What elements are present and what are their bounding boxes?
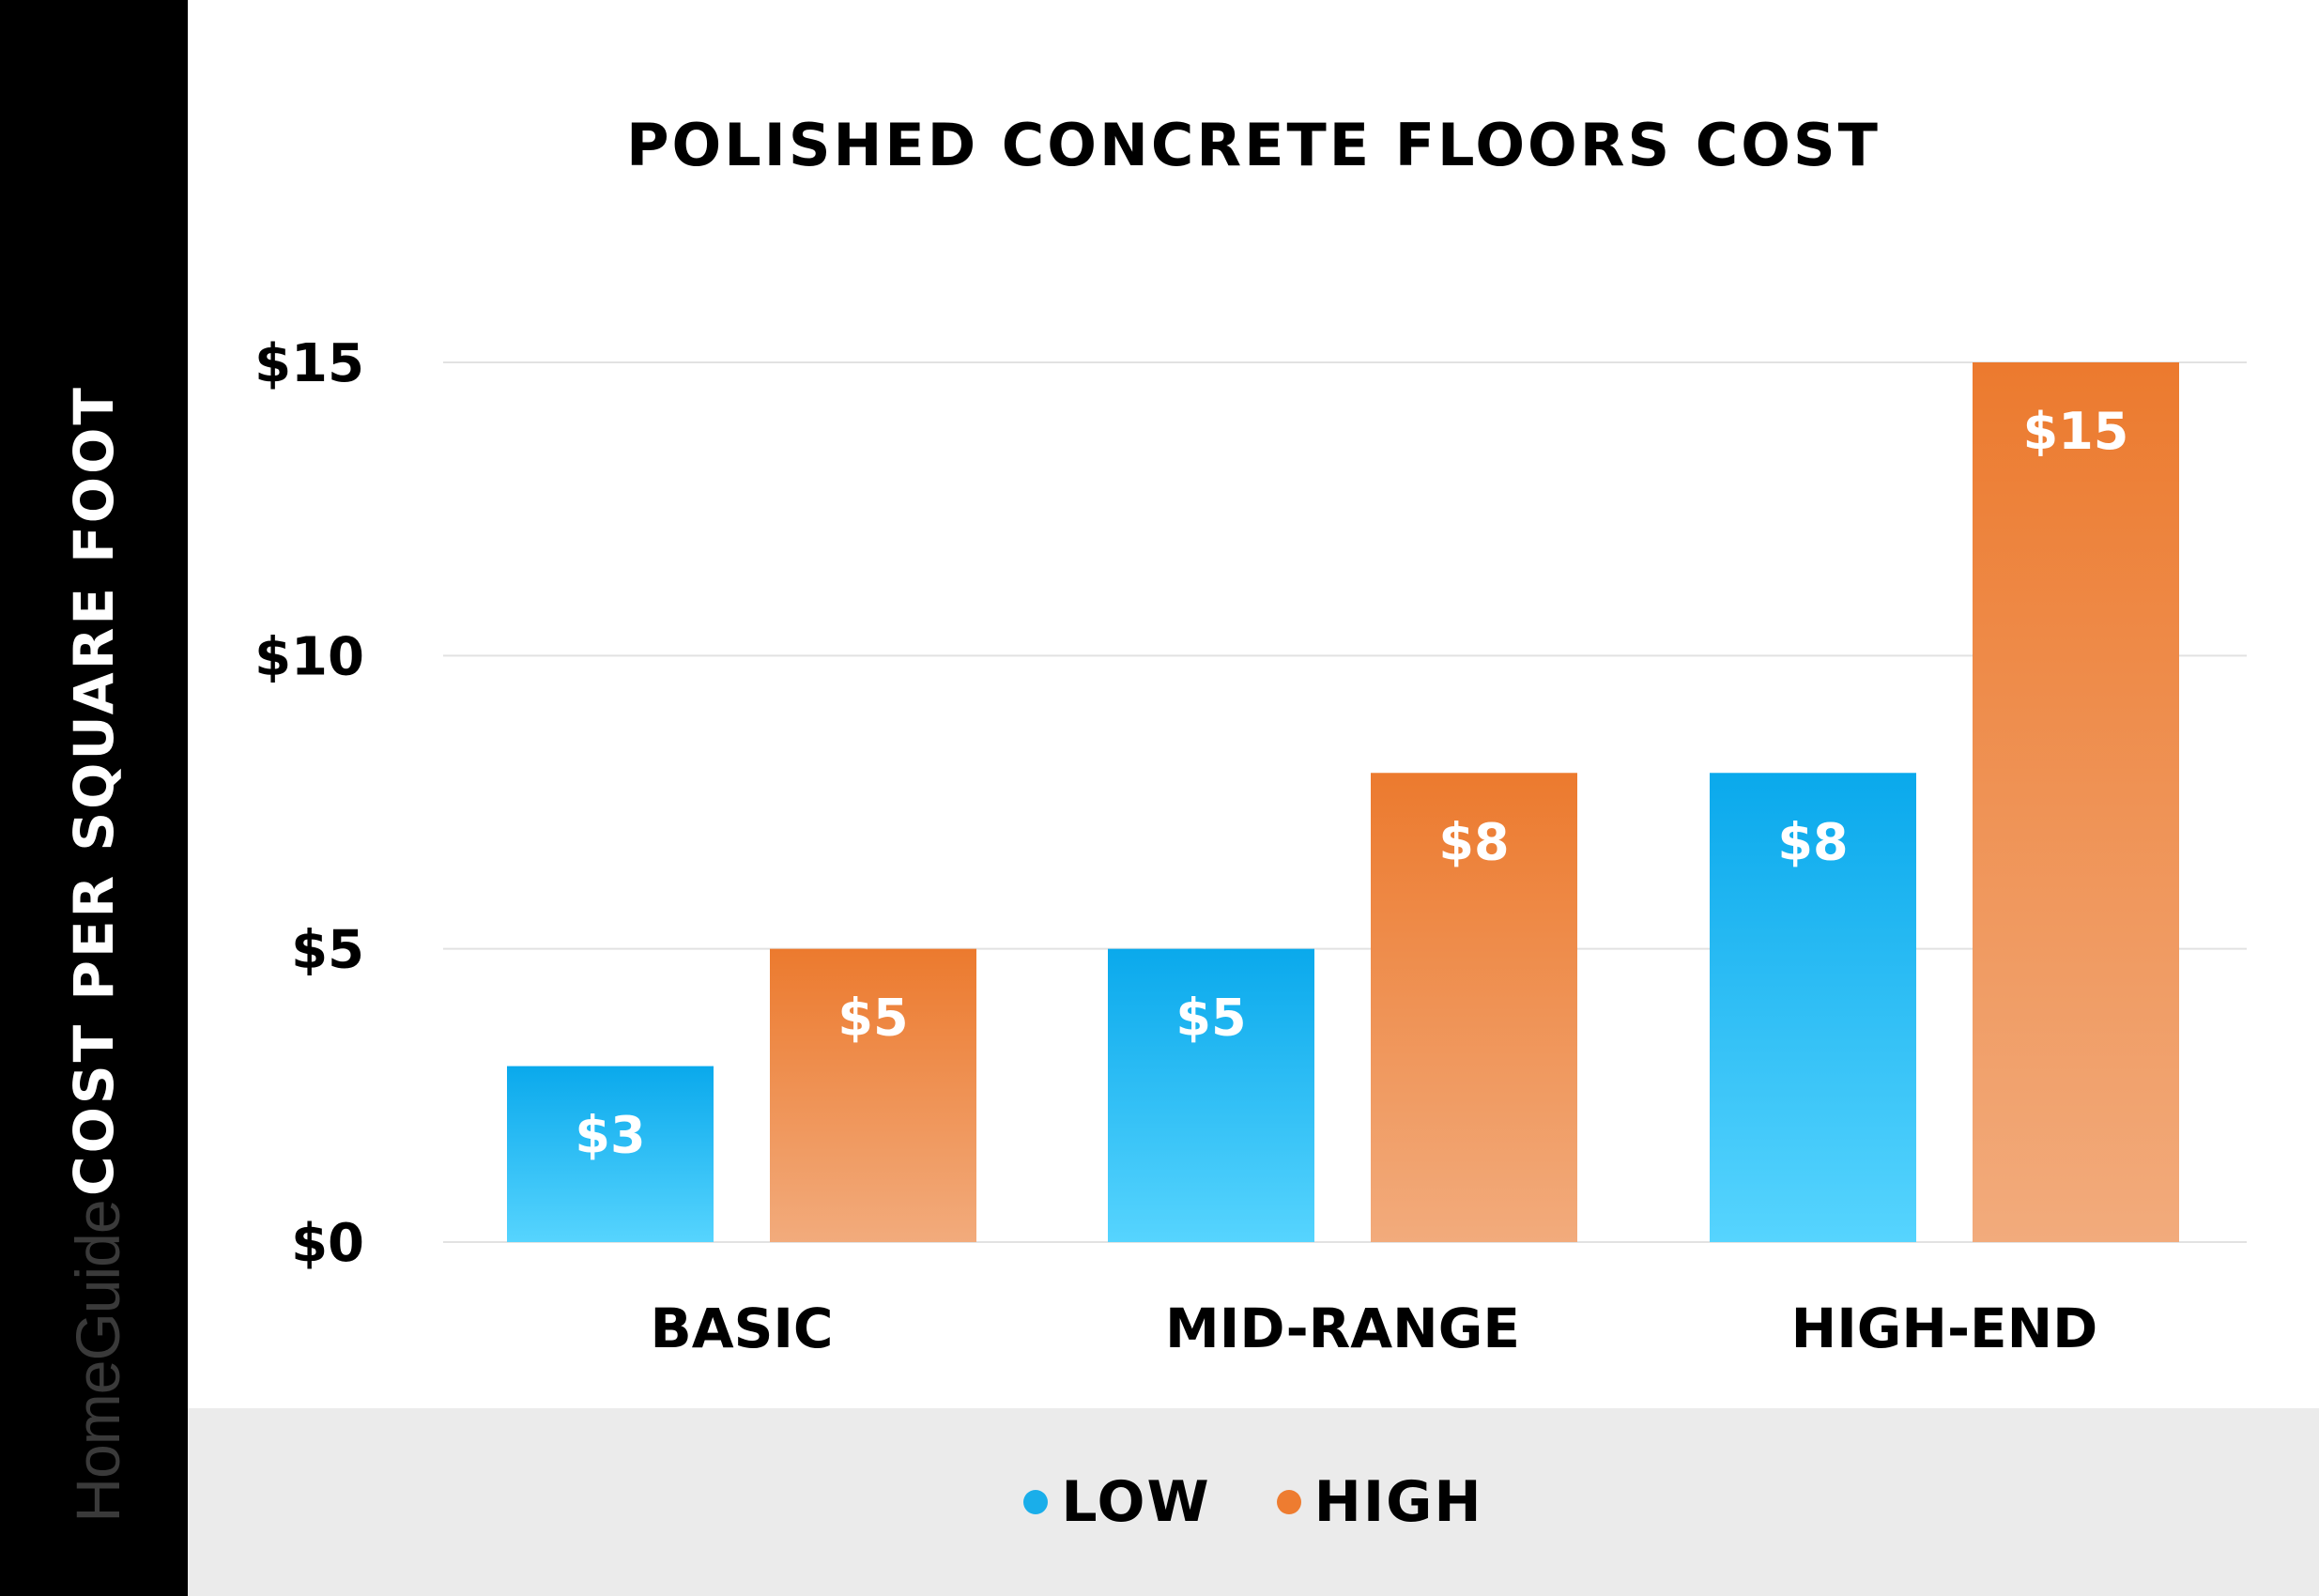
bar-low-mid-range <box>1108 948 1314 1242</box>
x-category-label: HIGH-END <box>1791 1297 2098 1360</box>
y-axis-ticks: $0 $5 $10 $15 <box>254 333 364 1274</box>
bar-value-label: $3 <box>575 1106 645 1165</box>
x-axis-categories: BASIC MID-RANGE HIGH-END <box>650 1297 2097 1360</box>
bar-value-label: $8 <box>1438 812 1509 871</box>
bar-value-label: $5 <box>1175 989 1246 1048</box>
y-tick-label: $5 <box>291 920 364 981</box>
x-category-label: MID-RANGE <box>1165 1297 1520 1360</box>
bar-value-labels: $3 $5 $5 $8 $8 $15 <box>575 402 2128 1165</box>
bars <box>507 362 2179 1242</box>
legend-item-low: LOW <box>1023 1469 1210 1535</box>
bar-value-label: $5 <box>837 989 908 1048</box>
chart-title: POLISHED CONCRETE FLOORS COST <box>626 111 1881 179</box>
x-category-label: BASIC <box>650 1297 833 1360</box>
bar-high-high-end <box>1973 362 2179 1242</box>
legend-band: LOW HIGH <box>188 1408 2319 1596</box>
sidebar-band: COST PER SQUARE FOOT HomeGuide <box>0 0 188 1596</box>
gridlines <box>443 361 2247 1243</box>
bar-high-mid-range <box>1371 773 1577 1242</box>
bar-low-high-end <box>1710 773 1916 1242</box>
legend: LOW HIGH <box>188 1408 2319 1596</box>
bar-high-basic <box>770 948 976 1242</box>
y-tick-label: $15 <box>254 333 364 394</box>
y-tick-label: $0 <box>291 1213 364 1274</box>
legend-dot-high <box>1276 1490 1301 1514</box>
legend-dot-low <box>1023 1490 1049 1514</box>
bar-low-basic <box>507 1066 714 1242</box>
bar-value-label: $8 <box>1777 812 1848 871</box>
legend-item-high: HIGH <box>1276 1469 1483 1535</box>
legend-label-high: HIGH <box>1313 1469 1483 1535</box>
legend-label-low: LOW <box>1061 1469 1211 1535</box>
y-tick-label: $10 <box>254 626 364 687</box>
bar-value-label: $15 <box>2023 402 2129 461</box>
